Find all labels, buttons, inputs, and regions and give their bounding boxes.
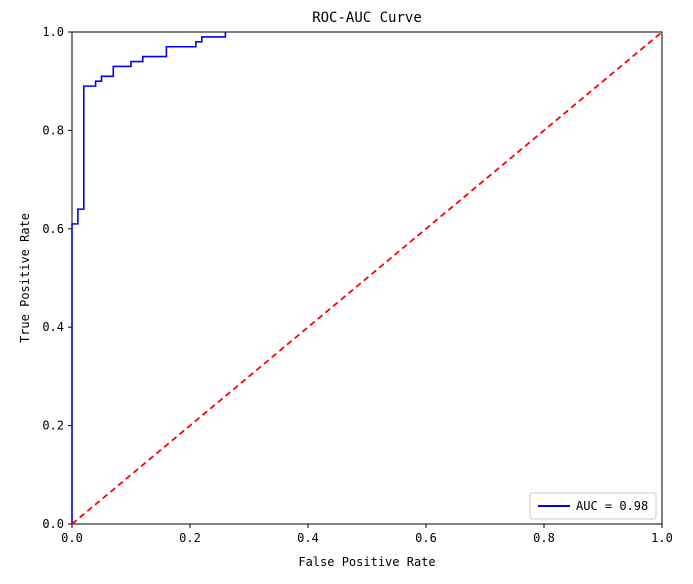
x-tick-label: 0.8 (533, 531, 555, 545)
legend-box (529, 492, 657, 520)
y-tick-label: 0.8 (42, 123, 64, 137)
y-tick-label: 1.0 (42, 25, 64, 39)
y-axis-ticks: 0.0 0.2 0.4 0.6 0.8 1.0 (42, 25, 72, 531)
series-layer (71, 31, 663, 525)
y-tick-label: 0.0 (42, 517, 64, 531)
x-axis-ticks: 0.0 0.2 0.4 0.6 0.8 1.0 (61, 524, 673, 545)
x-tick-label: 0.4 (297, 531, 319, 545)
chance-diagonal-line (71, 31, 663, 525)
x-tick-label: 0.2 (179, 531, 201, 545)
legend-label-roc: AUC = 0.98 (576, 499, 648, 513)
y-tick-label: 0.2 (42, 419, 64, 433)
chart-title: ROC-AUC Curve (312, 10, 422, 26)
y-tick-label: 0.6 (42, 222, 64, 236)
y-axis-title: True Positive Rate (18, 213, 32, 343)
x-tick-label: 0.0 (61, 531, 83, 545)
y-tick-label: 0.4 (42, 320, 64, 334)
x-tick-label: 1.0 (651, 531, 673, 545)
legend: AUC = 0.98 (529, 492, 657, 520)
roc-curve-line (71, 32, 227, 524)
x-axis-title: False Positive Rate (298, 555, 435, 569)
x-tick-label: 0.6 (415, 531, 437, 545)
